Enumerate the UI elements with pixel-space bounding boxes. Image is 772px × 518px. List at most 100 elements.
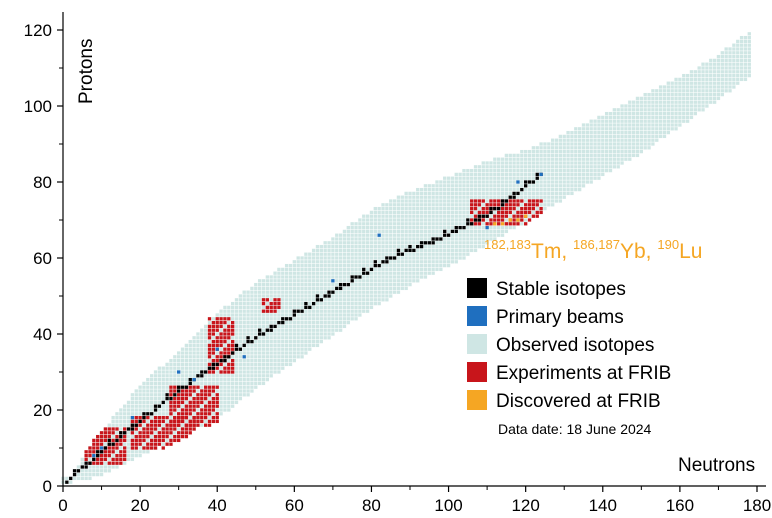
observed-isotope-cell <box>315 309 320 313</box>
frib-experiment-cell <box>207 362 212 367</box>
observed-isotope-cell <box>180 366 185 370</box>
primary-beam-cell <box>242 355 246 359</box>
observed-isotope-cell <box>408 222 412 226</box>
observed-isotope-cell <box>346 244 350 249</box>
observed-isotope-cell <box>192 336 196 340</box>
observed-isotope-cell <box>716 73 721 78</box>
observed-isotope-cell <box>246 294 250 298</box>
observed-isotope-cell <box>257 317 262 321</box>
observed-isotope-cell <box>115 465 119 469</box>
observed-isotope-cell <box>230 385 235 389</box>
observed-isotope-cell <box>134 404 138 408</box>
observed-isotope-cell <box>458 241 462 245</box>
observed-isotope-cell <box>446 218 451 222</box>
observed-isotope-cell <box>473 180 478 184</box>
primary-beams-layer <box>92 172 543 458</box>
frib-experiment-cell <box>180 434 185 439</box>
observed-isotope-cell <box>369 210 374 215</box>
observed-isotope-cell <box>288 305 293 310</box>
observed-isotope-cell <box>504 191 509 196</box>
observed-isotope-cell <box>296 294 300 298</box>
observed-isotope-cell <box>392 210 397 215</box>
observed-isotope-cell <box>284 339 289 344</box>
observed-isotope-cell <box>300 351 304 355</box>
observed-isotope-cell <box>524 168 528 173</box>
observed-isotope-cell <box>126 412 131 416</box>
observed-isotope-cell <box>701 104 705 108</box>
frib-experiment-cell <box>92 446 96 450</box>
stable-isotope-cell <box>234 347 239 351</box>
observed-isotope-cell <box>404 271 408 275</box>
frib-experiment-cell <box>215 366 219 370</box>
observed-isotope-cell <box>720 92 724 97</box>
observed-isotope-cell <box>697 96 701 101</box>
observed-isotope-cell <box>739 43 744 47</box>
stable-isotope-cell <box>169 396 173 401</box>
frib-experiment-cell <box>493 214 497 218</box>
observed-isotope-cell <box>200 366 204 370</box>
observed-isotope-cell <box>423 248 428 253</box>
observed-isotope-cell <box>373 298 377 302</box>
frib-experiment-cell <box>204 389 208 393</box>
observed-isotope-cell <box>315 305 320 310</box>
observed-isotope-cell <box>666 130 670 135</box>
observed-isotope-cell <box>358 301 362 306</box>
observed-isotope-cell <box>265 290 270 294</box>
observed-isotope-cell <box>192 358 196 363</box>
observed-isotope-cell <box>408 233 412 237</box>
observed-isotope-cell <box>651 138 655 142</box>
observed-isotope-cell <box>381 222 385 226</box>
observed-isotope-cell <box>597 127 601 131</box>
observed-isotope-cell <box>516 187 520 192</box>
frib-experiment-cell <box>223 370 227 374</box>
frib-experiment-cell <box>138 431 142 435</box>
observed-isotope-cell <box>601 127 605 131</box>
observed-isotope-cell <box>277 339 281 344</box>
observed-isotope-cell <box>323 271 327 275</box>
observed-isotope-cell <box>304 286 308 291</box>
observed-isotope-cell <box>435 199 439 203</box>
observed-isotope-cell <box>261 324 266 329</box>
observed-isotope-cell <box>292 320 296 325</box>
observed-isotope-cell <box>547 146 551 150</box>
frib-experiment-cell <box>261 298 266 302</box>
observed-isotope-cell <box>524 172 528 177</box>
observed-isotope-cell <box>446 203 451 207</box>
observed-isotope-cell <box>365 305 370 310</box>
observed-isotope-cell <box>311 279 316 283</box>
observed-isotope-cell <box>616 142 620 146</box>
observed-isotope-cell <box>647 119 651 123</box>
frib-experiment-cell <box>204 393 208 397</box>
observed-isotope-cell <box>215 374 219 378</box>
observed-isotope-cell <box>585 123 590 127</box>
frib-experiment-cell <box>173 385 177 389</box>
observed-isotope-cell <box>223 309 227 313</box>
observed-isotope-cell <box>207 358 212 363</box>
observed-isotope-cell <box>335 305 339 310</box>
observed-isotope-cell <box>631 142 636 146</box>
frib-discovered-cell <box>508 218 512 222</box>
observed-isotope-cell <box>601 119 605 123</box>
observed-isotope-cell <box>558 165 563 169</box>
observed-isotope-cell <box>500 176 505 180</box>
stable-isotope-cell <box>134 423 138 427</box>
observed-isotope-cell <box>504 168 509 173</box>
observed-isotope-cell <box>743 77 748 82</box>
observed-isotope-cell <box>369 241 374 245</box>
observed-isotope-cell <box>211 381 216 386</box>
frib-experiment-cell <box>184 415 189 420</box>
observed-isotope-cell <box>709 100 713 104</box>
observed-isotope-cell <box>743 47 748 51</box>
observed-isotope-cell <box>616 111 620 116</box>
observed-isotope-cell <box>292 347 296 351</box>
observed-isotope-cell <box>369 301 374 306</box>
observed-isotope-cell <box>601 130 605 135</box>
observed-isotope-cell <box>689 111 694 116</box>
observed-isotope-cell <box>724 89 728 93</box>
observed-isotope-cell <box>261 294 266 298</box>
frib-experiment-cell <box>107 446 111 450</box>
observed-isotope-cell <box>720 73 724 78</box>
observed-isotope-cell <box>624 142 628 146</box>
observed-isotope-cell <box>458 176 462 180</box>
frib-experiment-cell <box>192 408 196 412</box>
